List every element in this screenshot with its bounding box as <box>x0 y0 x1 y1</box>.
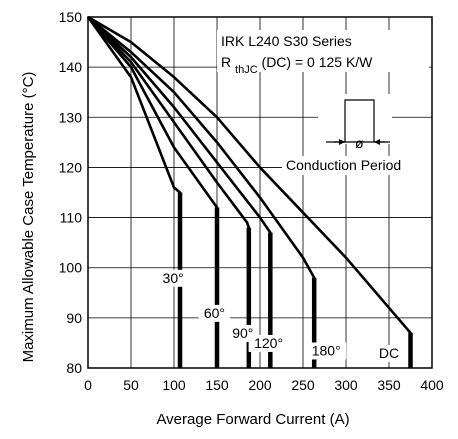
x-tick-label: 250 <box>291 377 315 393</box>
y-tick-label: 110 <box>60 210 83 226</box>
curve-label-background <box>377 344 401 362</box>
curve-label: 90° <box>232 325 253 341</box>
x-tick-label: 350 <box>377 377 401 393</box>
series-line-60 <box>87 16 219 368</box>
y-tick-label: 90 <box>66 310 82 326</box>
x-tick-label: 300 <box>334 377 358 393</box>
curve-label: 60° <box>204 305 225 321</box>
plot-frame <box>87 16 433 369</box>
x-tick-label: 0 <box>84 377 92 393</box>
curve-label: 120° <box>254 335 283 351</box>
period-arrow-right <box>374 139 380 145</box>
y-tick-label: 80 <box>66 360 82 376</box>
y-tick-label: 150 <box>59 9 83 25</box>
y-tick-label: 140 <box>59 59 83 75</box>
x-tick-label: 400 <box>420 377 444 393</box>
conduction-period-label: Conduction Period <box>286 157 401 173</box>
curve-label: 30° <box>163 270 184 286</box>
y-tick-label: 130 <box>59 109 83 125</box>
curve-label-background <box>248 334 289 352</box>
annotation-thermal-resistance: R thJC (DC) = 0 125 K/W <box>221 54 373 76</box>
curve-labels: 30° 60° 90°120° 180° DC <box>157 269 401 362</box>
annotation-background <box>217 30 429 72</box>
y-axis-title: Maximum Allowable Case Temperature (°C) <box>20 72 37 363</box>
conduction-angle-symbol: ø <box>355 135 364 151</box>
tick-labels: 0 50 100 150 200 250 300 350 400 80 90 100 110 120 130… <box>59 9 444 393</box>
y-tick-label: 100 <box>59 260 83 276</box>
curve-label: 180° <box>312 342 341 358</box>
x-axis-title: Average Forward Current (A) <box>156 411 349 428</box>
curve-label-background <box>306 342 347 360</box>
inset-label-background <box>282 156 432 175</box>
series-line-180 <box>87 15 316 368</box>
x-tick-label: 50 <box>123 377 139 393</box>
annotation-series-name: IRK L240 S30 Series <box>221 33 352 49</box>
curve-label-background <box>157 269 189 287</box>
period-arrow-left <box>339 139 345 145</box>
y-tick-label: 120 <box>59 159 83 175</box>
inset-background <box>318 94 392 144</box>
conduction-period-inset: IRK L240 S30 Series R thJC (DC) = 0 125 … <box>217 30 432 175</box>
series-line-DC <box>87 15 412 368</box>
x-tick-label: 150 <box>205 377 229 393</box>
curve-label-background <box>198 304 231 322</box>
x-tick-label: 200 <box>248 377 272 393</box>
x-tick-label: 100 <box>162 377 186 393</box>
curve-label: DC <box>379 345 399 361</box>
